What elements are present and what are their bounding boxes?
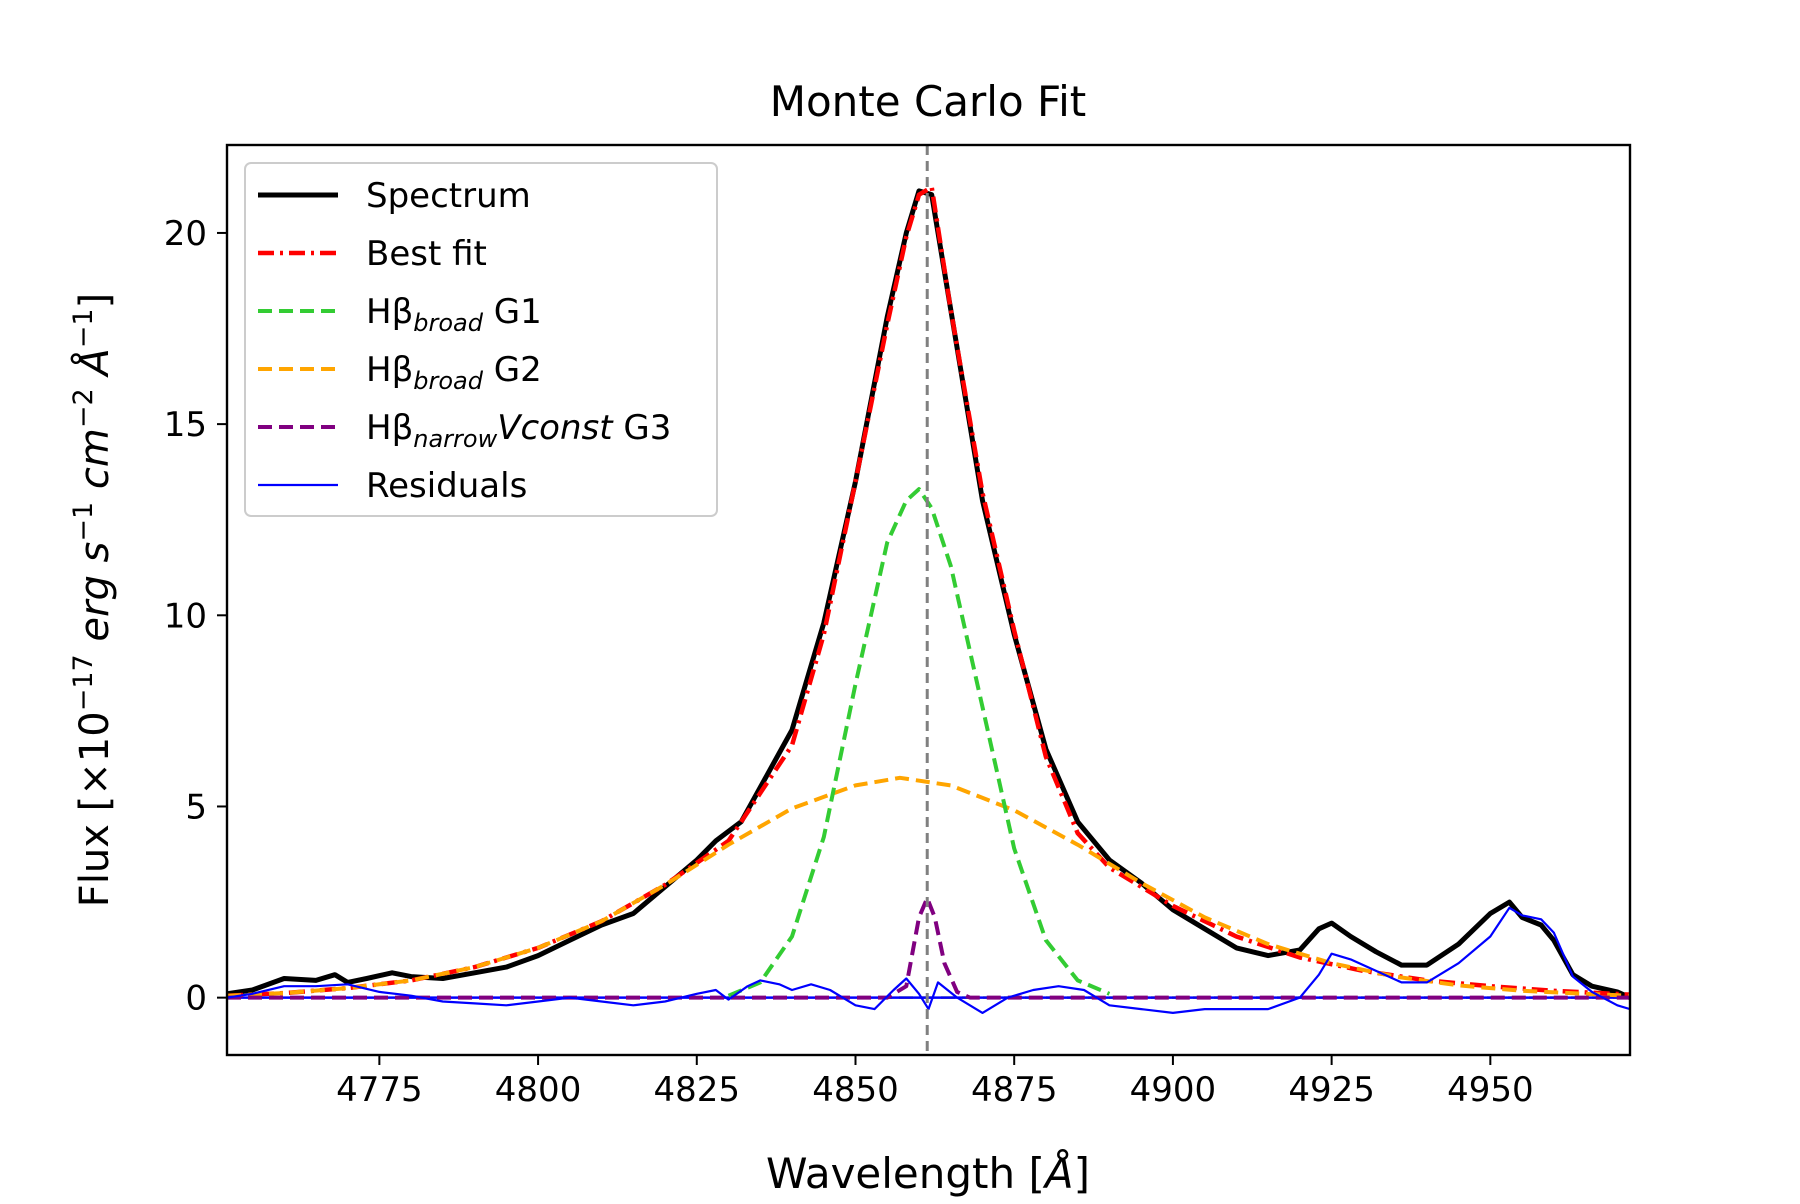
- y-axis-label: Flux [×10−17 erg s−1 cm−2 Å−1]: [68, 293, 118, 907]
- series-g1: [727, 487, 1111, 998]
- legend-label-spectrum: Spectrum: [366, 176, 531, 216]
- x-tick-label: 4825: [654, 1070, 741, 1110]
- x-tick-label: 4925: [1288, 1070, 1375, 1110]
- series-g3: [227, 896, 1630, 1000]
- legend-box: [244, 162, 718, 517]
- x-tick-label: 4950: [1447, 1070, 1534, 1110]
- series-layer: [227, 184, 1630, 1014]
- y-tick-label: 20: [164, 214, 207, 254]
- x-tick-label: 4850: [812, 1070, 899, 1110]
- series-best-fit: [227, 184, 1630, 998]
- y-tick-label: 0: [185, 979, 207, 1019]
- y-tick-label: 5: [185, 787, 207, 827]
- x-tick-label: 4775: [336, 1070, 423, 1110]
- x-tick-label: 4875: [971, 1070, 1058, 1110]
- legend-label-g3: HβnarrowVconst G3: [366, 408, 671, 453]
- y-tick-label: 10: [164, 596, 207, 636]
- x-tick-label: 4800: [495, 1070, 582, 1110]
- legend-label-best-fit: Best fit: [366, 234, 487, 274]
- legend-label-g1: Hβbroad G1: [366, 292, 542, 337]
- series-residuals: [227, 906, 1630, 1014]
- legend-label-residuals: Residuals: [366, 466, 527, 506]
- plot-frame: [225, 143, 1632, 1057]
- x-tick-label: 4900: [1130, 1070, 1217, 1110]
- y-tick-label: 15: [164, 405, 207, 445]
- y-axis-ticks: 0 5 10 15 20: [164, 214, 227, 1019]
- chart-title: Monte Carlo Fit: [770, 77, 1087, 126]
- series-g2: [227, 775, 1630, 998]
- x-axis-ticks: 4775 4800 4825 4850 4875 4900 4925 4950: [336, 1055, 1534, 1110]
- legend-label-g2: Hβbroad G2: [366, 350, 542, 395]
- legend: Spectrum Best fit Hβbroad G1 Hβbroad G2 Hβna…: [244, 162, 718, 517]
- x-axis-label: Wavelength [Å]: [766, 1148, 1090, 1198]
